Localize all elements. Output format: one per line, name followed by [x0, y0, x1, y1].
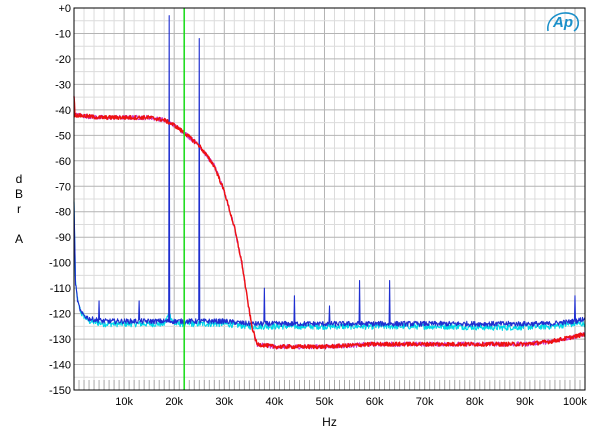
x-tick-label: 100k [563, 396, 587, 408]
series-line [73, 96, 586, 350]
x-tick-label: 40k [266, 396, 284, 408]
y-tick-label: -120 [49, 309, 71, 321]
y-label-letter: A [15, 232, 23, 246]
y-tick-label: -30 [55, 79, 71, 91]
x-axis-label: Hz [322, 415, 337, 429]
logo-swoosh-icon [547, 12, 580, 32]
series-layer [73, 15, 586, 350]
x-tick-label: 30k [215, 396, 233, 408]
y-tick-label: -70 [55, 181, 71, 193]
series-line [73, 15, 586, 327]
y-label-letter: B [15, 187, 23, 201]
y-tick-label: -110 [50, 283, 71, 295]
plot-frame [73, 7, 586, 391]
y-tick-label: -150 [49, 385, 71, 397]
minor-ticks [78, 380, 581, 390]
y-label-letter: d [16, 172, 23, 186]
y-tick-label: -10 [55, 28, 71, 40]
series-2 [73, 15, 586, 327]
y-tick-label: -140 [49, 360, 71, 372]
y-tick-label: -20 [55, 54, 71, 66]
y-tick-labels: +0 -10 -20 -30 -40 -50 -60 -70 -80 -90 -100 -110 -12… [49, 3, 71, 397]
y-tick-label: -130 [49, 334, 71, 346]
ap-logo: Ap [547, 12, 580, 32]
y-tick-label: -90 [55, 232, 71, 244]
y-tick-label: +0 [58, 3, 71, 15]
x-tick-label: 50k [316, 396, 334, 408]
x-tick-label: 10k [115, 396, 133, 408]
x-tick-label: 80k [466, 396, 484, 408]
logo-text: Ap [552, 14, 573, 31]
y-axis-label: dBr A [15, 172, 23, 246]
y-label-letter: r [17, 202, 21, 216]
x-tick-label: 60k [366, 396, 384, 408]
series-line [73, 95, 586, 350]
grid [74, 8, 585, 390]
y-tick-label: -100 [49, 258, 71, 270]
series-1 [73, 95, 586, 350]
y-tick-label: -80 [55, 207, 71, 219]
x-tick-labels: 10k 20k 30k 40k 50k 60k 70k 80k 90k 100k [115, 396, 587, 408]
y-tick-label: -40 [55, 105, 71, 117]
x-tick-label: 20k [165, 396, 183, 408]
x-tick-label: 90k [516, 396, 534, 408]
x-tick-label: 70k [416, 396, 434, 408]
series-3 [73, 96, 586, 350]
y-tick-label: -60 [55, 156, 71, 168]
y-tick-label: -50 [55, 130, 71, 142]
